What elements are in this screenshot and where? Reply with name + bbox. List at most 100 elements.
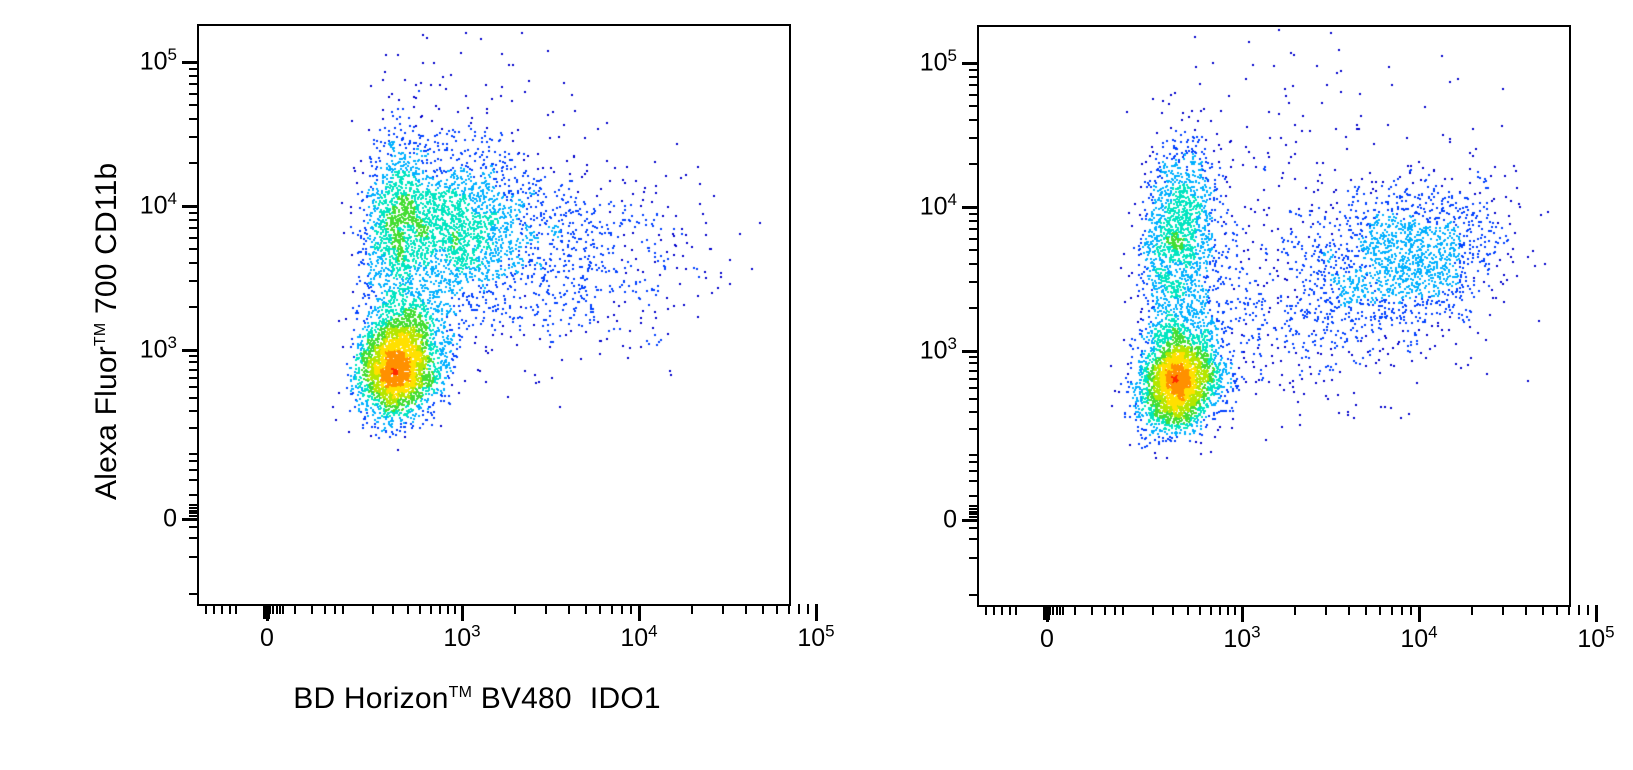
- x-axis-minor-tick: [1378, 605, 1381, 615]
- x-axis-minor-tick: [1294, 605, 1297, 615]
- y-axis-minor-tick: [969, 505, 979, 507]
- y-axis-tick-label: 105: [139, 45, 177, 76]
- y-axis-minor-tick: [189, 515, 199, 518]
- y-axis-minor-tick: [189, 409, 199, 412]
- y-axis-minor-tick: [969, 355, 979, 358]
- x-axis-minor-tick: [1390, 605, 1393, 615]
- y-axis-minor-tick: [189, 354, 199, 357]
- y-axis-minor-tick: [969, 538, 979, 540]
- y-axis-minor-tick: [969, 75, 979, 78]
- y-axis-major-tick: [182, 518, 199, 521]
- y-axis-minor-tick: [969, 237, 979, 240]
- x-axis-minor-tick: [1209, 605, 1212, 615]
- x-axis-minor-tick: [598, 604, 601, 614]
- y-axis-minor-tick: [189, 376, 199, 379]
- x-axis-minor-tick: [1091, 605, 1094, 615]
- x-axis-minor-tick: [406, 604, 409, 614]
- trademark-symbol: TM: [448, 684, 473, 701]
- x-axis-minor-tick: [1009, 605, 1011, 615]
- y-axis-minor-tick: [969, 137, 979, 140]
- x-axis-minor-tick: [1049, 605, 1052, 615]
- y-axis-tick-label: 0: [943, 505, 957, 534]
- x-axis-minor-tick: [311, 604, 314, 614]
- y-axis-minor-tick: [969, 228, 979, 231]
- y-axis-minor-tick: [969, 119, 979, 122]
- x-axis-minor-tick: [1325, 605, 1328, 615]
- x-axis-minor-tick: [205, 604, 207, 614]
- y-axis-minor-tick: [969, 461, 979, 463]
- y-axis-major-tick: [962, 350, 979, 353]
- y-axis-minor-tick: [969, 480, 979, 483]
- y-axis-minor-tick: [189, 396, 199, 399]
- x-axis-tick-label: 105: [1577, 622, 1615, 653]
- y-axis-minor-tick: [969, 306, 979, 309]
- x-axis-minor-tick: [1409, 605, 1412, 615]
- y-axis-minor-tick: [969, 219, 979, 222]
- x-axis-title-left: BD HorizonTM BV480 IDO1: [293, 682, 661, 716]
- x-axis-major-tick: [1241, 605, 1244, 622]
- trademark-symbol: TM: [92, 322, 109, 347]
- y-axis-minor-tick: [969, 507, 979, 510]
- scatter-plot-right: 0 103 104 105 0 103 104 105: [920, 25, 1615, 652]
- x-axis-ticks-left: [199, 604, 818, 624]
- x-axis-minor-tick: [806, 604, 809, 614]
- y-axis-minor-tick: [189, 280, 199, 283]
- x-axis-minor-tick: [371, 604, 374, 614]
- y-axis-minor-tick: [189, 512, 199, 515]
- x-axis-minor-tick: [272, 604, 275, 614]
- y-axis-major-tick: [182, 205, 199, 208]
- x-axis-minor-tick: [1001, 605, 1003, 615]
- x-axis-major-tick: [638, 604, 641, 621]
- y-axis-minor-tick: [189, 83, 199, 86]
- y-axis-minor-tick: [969, 249, 979, 252]
- x-axis-minor-tick: [454, 604, 457, 614]
- y-axis-tick-label: 105: [919, 46, 957, 77]
- y-axis-minor-tick: [189, 460, 199, 462]
- y-axis-minor-tick: [189, 161, 199, 164]
- x-axis-title-marker-left: IDO1: [589, 682, 661, 715]
- y-axis-major-tick: [182, 61, 199, 64]
- x-axis-minor-tick: [1073, 605, 1076, 615]
- x-axis-minor-tick: [278, 604, 281, 614]
- y-axis-minor-tick: [189, 67, 199, 70]
- y-axis-minor-tick: [189, 537, 199, 539]
- x-axis-minor-tick: [1555, 605, 1558, 615]
- y-axis-tick-label: 104: [919, 190, 957, 221]
- scatter-plot-left: 0 103 104 105 0 103 104 105: [140, 24, 835, 651]
- y-axis-minor-tick: [969, 428, 979, 431]
- x-axis-major-tick: [1595, 605, 1598, 622]
- y-axis-minor-tick: [969, 453, 979, 456]
- x-axis-tick-label: 104: [1400, 622, 1438, 653]
- x-axis-minor-tick: [1058, 605, 1061, 615]
- x-axis-minor-tick: [761, 604, 764, 614]
- y-axis-major-tick: [182, 349, 199, 352]
- x-axis-major-tick: [461, 604, 464, 621]
- y-axis-tick-label: 103: [919, 334, 957, 365]
- x-axis-major-tick: [815, 604, 818, 621]
- y-axis-tick-label: 103: [139, 333, 177, 364]
- x-axis-minor-tick: [1186, 605, 1189, 615]
- x-axis-minor-tick: [1577, 605, 1580, 615]
- y-axis-minor-tick: [189, 556, 199, 558]
- y-axis-minor-tick: [969, 386, 979, 389]
- x-axis-minor-tick: [797, 604, 800, 614]
- x-axis-minor-tick: [235, 604, 237, 614]
- x-axis-minor-tick: [691, 604, 694, 614]
- x-axis-minor-tick: [722, 604, 725, 614]
- x-axis-minor-tick: [775, 604, 778, 614]
- x-axis-minor-tick: [429, 604, 432, 614]
- x-axis-tick-label: 105: [797, 621, 835, 652]
- x-axis-minor-tick: [1015, 605, 1017, 615]
- x-axis-minor-tick: [1218, 605, 1221, 615]
- y-axis-minor-tick: [189, 504, 199, 506]
- x-axis-minor-tick: [1234, 605, 1237, 615]
- y-axis-minor-tick: [189, 92, 199, 95]
- y-axis-major-tick: [962, 206, 979, 209]
- plot-panel-right: Alexa FluorTM 700 CD11b 0103104105010310…: [816, 0, 1633, 770]
- y-axis-minor-tick: [189, 74, 199, 77]
- x-axis-minor-tick: [342, 604, 345, 614]
- x-axis-minor-tick: [610, 604, 613, 614]
- x-axis-tick-label: 104: [620, 621, 658, 652]
- x-axis-minor-tick: [1567, 605, 1570, 615]
- plot-panel-left: Alexa FluorTM 700 CD11b 0 103 104 105 0 103 10…: [0, 0, 835, 770]
